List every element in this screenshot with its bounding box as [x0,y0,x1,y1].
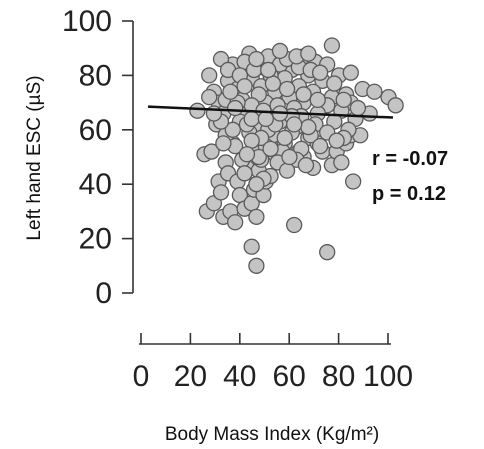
y-tick-label: 60 [79,114,112,147]
data-point [345,173,362,190]
data-point [260,61,277,79]
data-point [342,64,359,81]
data-point [248,208,265,225]
data-point [319,244,336,261]
regression-line [147,105,394,119]
data-point [278,80,296,98]
data-point [243,238,260,255]
data-point [286,216,303,234]
data-point [227,214,244,231]
data-point [333,154,350,171]
data-point [222,83,239,100]
data-point [236,78,253,95]
y-tick-label: 40 [79,168,112,201]
data-point [349,99,367,117]
y-tick-label: 100 [62,5,112,38]
data-point [297,157,315,174]
y-tick-label: 80 [79,59,112,92]
data-point [300,45,317,62]
data-point [201,67,218,84]
data-point [203,143,220,160]
data-point [295,86,312,103]
data-point [311,64,329,81]
data-point [309,91,326,109]
data-point [281,148,298,166]
data-point [248,50,265,68]
x-axis-label: Body Mass Index (Kg/m²) [165,424,379,445]
data-point [276,129,293,147]
x-tick-label: 20 [174,360,207,393]
data-point [300,118,317,136]
y-tick-label: 0 [95,277,112,310]
data-point [326,75,343,92]
data-point [387,97,404,114]
x-tick-label: 60 [273,360,306,393]
x-tick-label: 40 [223,360,256,393]
data-point [238,146,256,163]
data-point [215,135,232,152]
data-point [257,110,274,128]
data-point [323,37,341,54]
x-tick-label: 0 [133,360,150,393]
data-point [286,116,303,133]
x-tick-label: 80 [322,360,355,393]
data-point [224,121,241,138]
x-tick-label: 100 [363,360,413,393]
y-axis-label: Left hand ESC (µS) [24,75,45,240]
data-point [328,132,345,149]
data-point [264,75,282,92]
y-ticks: 0 20 40 60 80 100 [62,5,133,310]
data-point [189,102,206,119]
x-ticks: 0 20 40 60 80 100 [133,333,413,393]
p-annotation: p = 0.12 [372,183,446,205]
data-point [271,42,289,60]
data-point [262,140,279,157]
data-point [366,83,383,100]
data-point [311,137,329,155]
data-point [243,132,260,149]
data-point [335,91,352,109]
data-point [243,110,260,128]
data-point [236,165,253,182]
data-point [227,99,244,117]
data-point [201,89,218,106]
data-point [248,257,265,274]
data-point [278,162,296,179]
data-point [212,184,230,201]
r-annotation: r = -0.07 [372,148,448,170]
data-point [248,176,265,193]
y-tick-label: 20 [79,223,112,256]
